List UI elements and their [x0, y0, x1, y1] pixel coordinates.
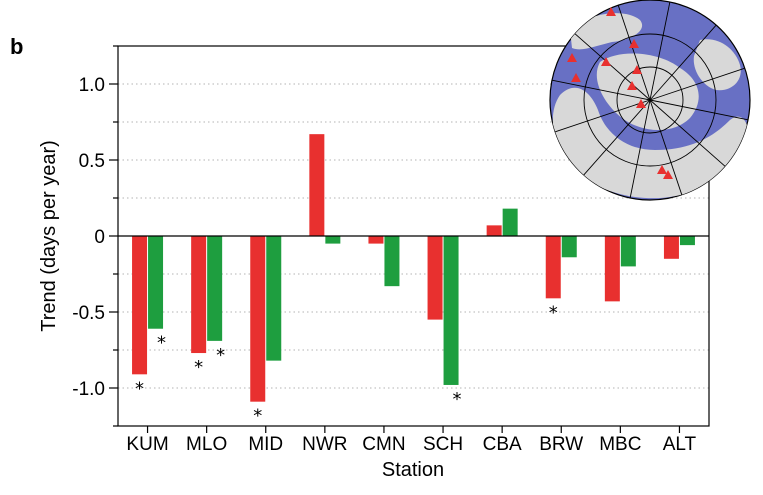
significance-star: * — [453, 389, 462, 410]
significance-markers: * * * * * * * — [135, 302, 558, 426]
y-axis-title: Trend (days per year) — [38, 140, 60, 332]
bar-mbc-series-1 — [604, 236, 620, 302]
significance-star: * — [157, 333, 166, 354]
x-tick-label: NWR — [302, 434, 347, 455]
station-marker — [627, 81, 637, 90]
bar-mid-series-2 — [266, 236, 282, 361]
x-tick-label: BRW — [539, 434, 583, 455]
x-axis-title: Station — [382, 459, 444, 481]
x-tick-label: KUM — [126, 434, 168, 455]
station-marker — [636, 99, 646, 108]
bar-alt-series-2 — [679, 236, 695, 246]
y-tick-label: -1.0 — [72, 379, 105, 400]
x-tick-label: CBA — [483, 434, 522, 455]
y-tick-label: 0.5 — [79, 151, 105, 172]
station-marker — [663, 170, 673, 179]
x-axis: KUM MLO MID NWR CMN SCH CBA BRW MBC ALT — [126, 426, 697, 455]
bar-mlo-series-1 — [191, 236, 207, 354]
significance-star: * — [253, 406, 262, 427]
bar-brw-series-2 — [561, 236, 577, 258]
significance-star: * — [135, 378, 144, 399]
x-tick-label: MID — [248, 434, 283, 455]
bar-mid-series-1 — [250, 236, 266, 402]
bar-nwr-series-2 — [325, 236, 341, 244]
station-marker — [606, 7, 616, 16]
y-tick-label: 1.0 — [79, 75, 105, 96]
y-tick-label: -0.5 — [72, 303, 105, 324]
bar-mlo-series-2 — [207, 236, 223, 341]
y-axis: 1.0 0.5 0 -0.5 -1.0 — [72, 45, 118, 427]
bar-sch-series-2 — [443, 236, 459, 385]
bar-sch-series-1 — [427, 236, 443, 320]
bars — [132, 134, 695, 402]
x-tick-label: MBC — [599, 434, 641, 455]
land-arctic — [596, 53, 699, 131]
significance-star: * — [194, 357, 203, 378]
bar-cba-series-1 — [486, 225, 502, 236]
x-tick-label: SCH — [423, 434, 463, 455]
bar-cba-series-2 — [502, 208, 518, 236]
x-tick-label: MLO — [186, 434, 227, 455]
station-marker — [629, 39, 639, 48]
bar-alt-series-1 — [663, 236, 679, 259]
bar-mbc-series-2 — [620, 236, 636, 267]
significance-star: * — [549, 302, 558, 323]
station-marker — [601, 57, 611, 66]
land-greenland — [693, 39, 741, 91]
x-tick-label: CMN — [362, 434, 405, 455]
station-marker — [567, 53, 577, 62]
land-eurasia — [552, 87, 750, 199]
bar-kum-series-1 — [132, 236, 148, 375]
significance-star: * — [216, 345, 225, 366]
station-markers — [567, 7, 673, 179]
bar-cmn-series-1 — [368, 236, 384, 244]
x-tick-label: ALT — [663, 434, 697, 455]
station-marker — [632, 65, 642, 74]
bar-kum-series-2 — [148, 236, 164, 329]
bar-cmn-series-2 — [384, 236, 400, 287]
polar-globe-icon — [549, 0, 751, 201]
station-marker — [571, 73, 581, 82]
panel-label: b — [10, 34, 23, 59]
bar-nwr-series-1 — [309, 134, 325, 236]
station-marker — [657, 165, 667, 174]
bar-brw-series-1 — [545, 236, 561, 299]
y-tick-label: 0 — [94, 227, 105, 248]
